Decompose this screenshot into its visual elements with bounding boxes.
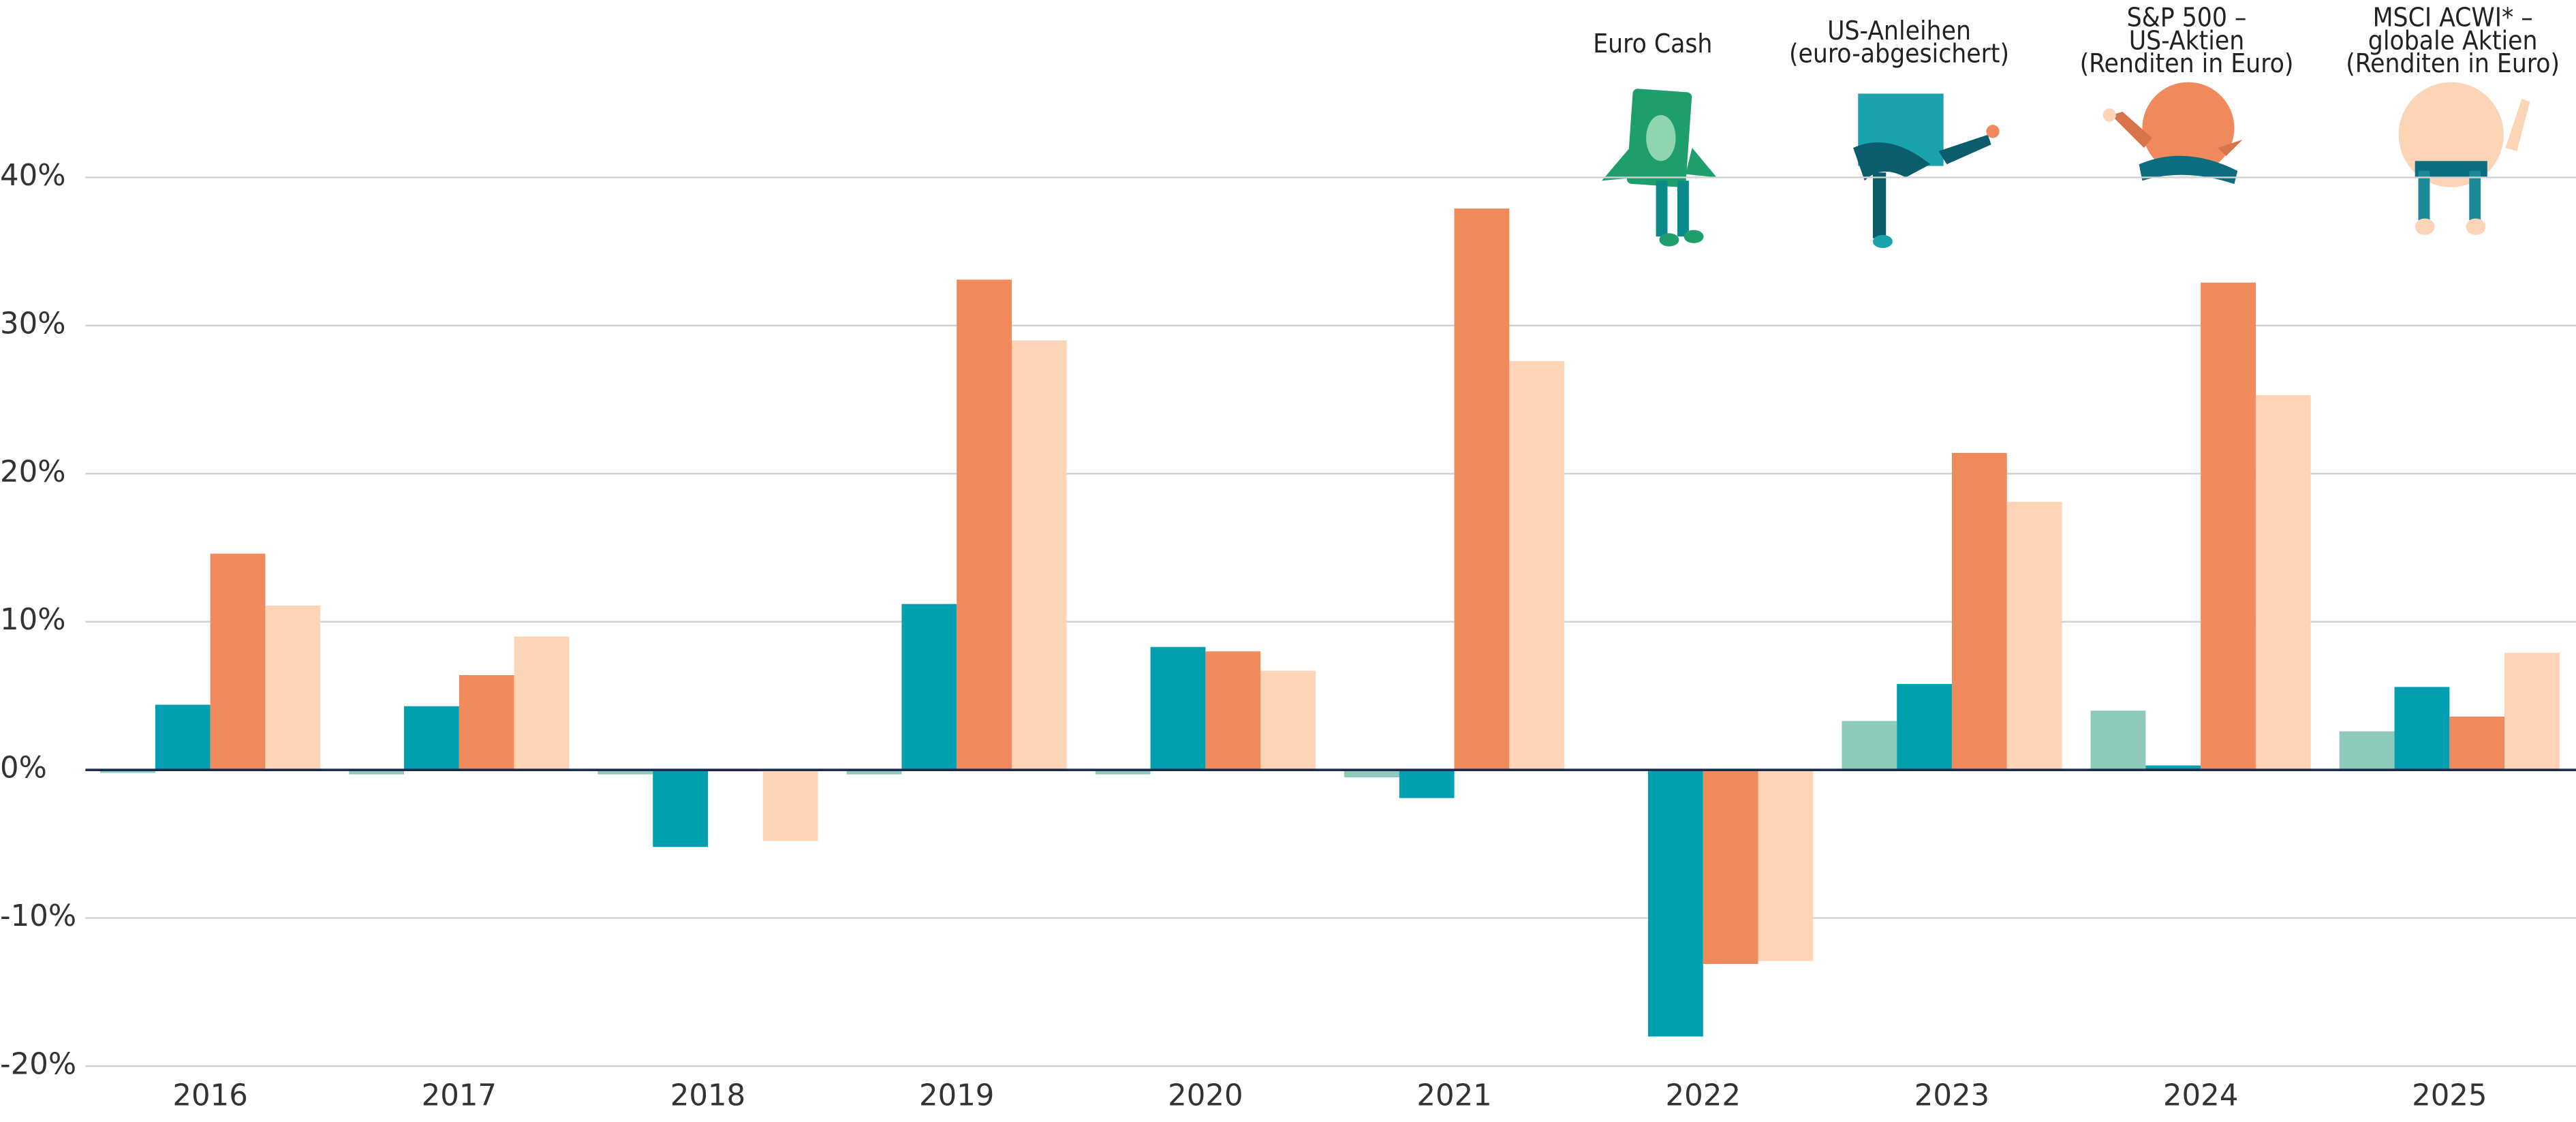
bar	[1344, 770, 1399, 778]
legend-label: Euro Cash	[1593, 28, 1713, 59]
bar	[846, 770, 902, 775]
bar	[1703, 770, 1758, 964]
x-tick-label: 2024	[2163, 1078, 2238, 1112]
bar	[404, 706, 459, 770]
bar	[1842, 721, 1897, 770]
x-tick-label: 2021	[1416, 1078, 1491, 1112]
bar	[2504, 653, 2560, 770]
bar	[2449, 716, 2505, 770]
bar	[1205, 651, 1261, 770]
bar	[1260, 670, 1316, 770]
bar	[2090, 711, 2146, 770]
icon-sp500	[2102, 82, 2243, 185]
legend-icons	[1602, 82, 2530, 249]
bar	[1150, 646, 1206, 770]
x-tick-label: 2020	[1168, 1078, 1243, 1112]
y-tick-label: 30%	[0, 307, 65, 341]
bar	[1509, 361, 1565, 770]
icon-bonds	[1853, 93, 2000, 249]
icon-cash	[1602, 89, 1717, 247]
bar	[2201, 282, 2256, 770]
x-tick-label: 2023	[1914, 1078, 1989, 1112]
legend-item: US-Anleihen (euro-abgesichert)	[1788, 14, 2010, 69]
bar	[210, 553, 266, 770]
y-tick-label: -10%	[0, 899, 76, 933]
bar	[459, 674, 514, 770]
bar	[514, 636, 570, 770]
legend-label: S&P 500 – US-Aktien (Renditen in Euro)	[2079, 6, 2294, 79]
legend-item: MSCI ACWI* – globale Aktien (Renditen in…	[2346, 6, 2560, 79]
bar	[1647, 770, 1703, 1037]
y-tick-label: 10%	[0, 603, 65, 637]
x-tick-label: 2019	[919, 1078, 994, 1112]
bar	[349, 770, 405, 775]
bar	[957, 279, 1012, 770]
bar	[100, 770, 155, 773]
bar	[598, 770, 653, 775]
bar	[1454, 208, 1510, 770]
legend-item: S&P 500 – US-Aktien (Renditen in Euro)	[2079, 6, 2294, 79]
x-tick-label: 2017	[422, 1078, 497, 1112]
bar	[2145, 765, 2201, 770]
bar	[2255, 395, 2311, 770]
x-tick-label: 2018	[670, 1078, 745, 1112]
legend-item: Euro Cash	[1593, 28, 1713, 59]
bar	[1011, 340, 1067, 770]
icon-msci	[2398, 82, 2530, 235]
bar	[762, 770, 818, 841]
legend-label: US-Anleihen (euro-abgesichert)	[1788, 14, 2010, 69]
bar	[155, 704, 211, 770]
y-tick-label: 40%	[0, 159, 65, 193]
bar	[1095, 770, 1151, 775]
bar	[1758, 770, 1814, 961]
bar	[901, 604, 957, 770]
legend-label: MSCI ACWI* – globale Aktien (Renditen in…	[2346, 6, 2560, 79]
bar	[653, 770, 709, 847]
x-tick-label: 2022	[1666, 1078, 1741, 1112]
x-tick-label: 2025	[2412, 1078, 2487, 1112]
y-tick-label: 20%	[0, 455, 65, 489]
bar	[265, 605, 321, 770]
bar	[1951, 452, 2007, 770]
bar	[1897, 684, 1952, 770]
bar	[2339, 731, 2395, 770]
bar	[1399, 770, 1455, 798]
bar	[2006, 501, 2062, 770]
x-tick-label: 2016	[172, 1078, 247, 1112]
y-tick-label: -20%	[0, 1047, 76, 1081]
bar	[2394, 687, 2450, 770]
y-tick-label: 0%	[0, 751, 47, 785]
